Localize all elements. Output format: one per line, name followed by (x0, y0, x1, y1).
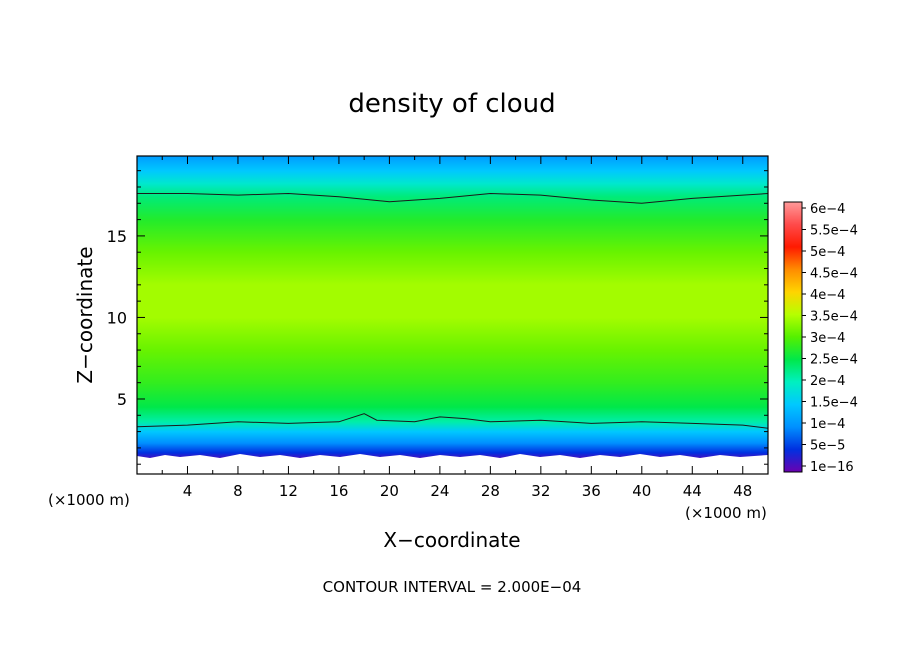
x-tick-label: 20 (380, 482, 399, 500)
colorbar-label: 5e−4 (810, 245, 845, 260)
colorbar-label: 3.5e−4 (810, 310, 858, 325)
x-tick-label: 12 (279, 482, 298, 500)
x-tick-label: 48 (733, 482, 752, 500)
x-axis-label: X−coordinate (383, 528, 520, 552)
contour-lines (136, 192, 769, 429)
colorbar-label: 1.5e−4 (810, 396, 858, 411)
y-tick-label: 10 (107, 308, 127, 327)
plot-frame (136, 155, 769, 475)
chart-title: density of cloud (348, 89, 555, 119)
colorbar-label: 2e−4 (810, 374, 845, 389)
contour-line (137, 192, 769, 204)
x-tick-label: 36 (582, 482, 601, 500)
x-unit-label-left: (×1000 m) (48, 491, 130, 509)
colorbar-label: 1e−16 (810, 460, 854, 475)
x-tick-label: 4 (183, 482, 193, 500)
y-tick-label: 5 (117, 390, 127, 409)
y-tick-label: 15 (107, 227, 127, 246)
x-tick-label: 40 (632, 482, 651, 500)
colorbar-label: 1e−4 (810, 417, 845, 432)
x-tick-label: 16 (329, 482, 348, 500)
x-tick-label: 32 (531, 482, 550, 500)
colorbar-label: 2.5e−4 (810, 353, 858, 368)
x-tick-label: 24 (430, 482, 449, 500)
x-tick-label: 44 (683, 482, 702, 500)
colorbar-strip (783, 201, 803, 473)
colorbar-label: 4.5e−4 (810, 267, 858, 282)
contour-line (136, 413, 769, 429)
colorbar-label: 3e−4 (810, 331, 845, 346)
x-unit-label-right: (×1000 m) (685, 504, 767, 522)
ground-mask (137, 454, 768, 474)
colorbar-label: 5e−5 (810, 439, 845, 454)
x-tick-label: 8 (233, 482, 243, 500)
contour-interval-note: CONTOUR INTERVAL = 2.000E−04 (323, 578, 582, 596)
colorbar-label: 5.5e−4 (810, 224, 858, 239)
colorbar: 6e−4 5.5e−4 5e−4 4.5e−4 4e−4 3.5e−4 3e−4 2.5e−4… (783, 201, 858, 475)
x-tick-label: 28 (481, 482, 500, 500)
colorbar-label: 6e−4 (810, 202, 845, 217)
colorbar-label: 4e−4 (810, 288, 845, 303)
y-axis-label: Z−coordinate (73, 246, 97, 383)
density-field (137, 156, 768, 474)
